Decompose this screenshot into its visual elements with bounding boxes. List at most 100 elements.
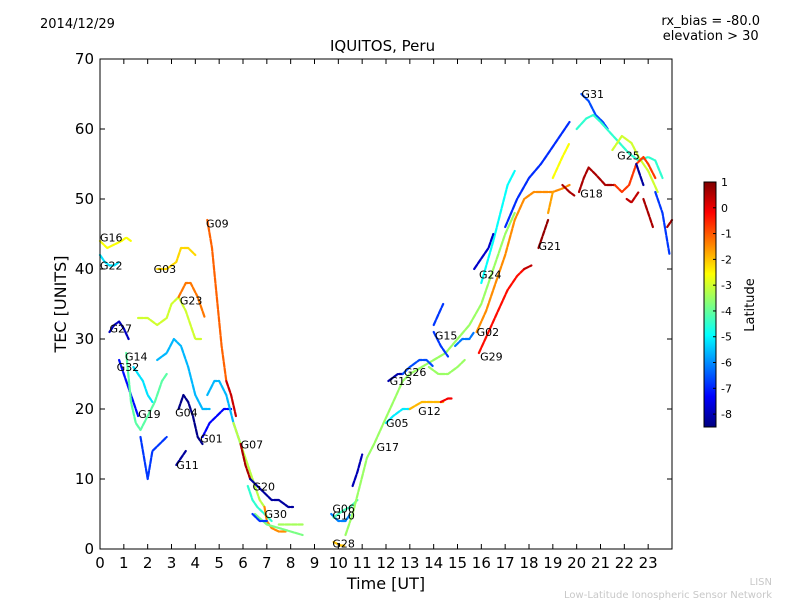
satellite-label-G14: G14 xyxy=(125,351,148,364)
satellite-label-G07: G07 xyxy=(241,439,264,452)
series-G09 xyxy=(206,218,228,383)
series-G18d xyxy=(625,190,640,204)
satellite-label-G24: G24 xyxy=(479,269,502,282)
satellite-label-G32: G32 xyxy=(117,361,140,374)
series-G15c xyxy=(454,330,476,348)
colorbar-tick-label: -3 xyxy=(721,279,732,292)
x-tick-label: 6 xyxy=(238,554,248,572)
colorbar-tick-label: -5 xyxy=(721,331,732,344)
chart-title: IQUITOS, Peru xyxy=(330,37,436,55)
series-G25 xyxy=(611,134,659,194)
satellite-label-G06: G06 xyxy=(332,502,355,515)
x-tick-label: 14 xyxy=(424,554,443,572)
satellite-label-G15: G15 xyxy=(435,330,458,343)
series-G18f xyxy=(666,218,674,229)
y-tick-label: 0 xyxy=(84,540,94,558)
series-G21 xyxy=(537,218,550,250)
y-tick-label: 70 xyxy=(75,50,94,68)
y-tick-label: 60 xyxy=(75,120,94,138)
satellite-label-G31: G31 xyxy=(581,88,604,101)
colorbar-tick-label: 0 xyxy=(721,202,728,215)
x-tick-label: 16 xyxy=(472,554,491,572)
x-tick-label: 11 xyxy=(353,554,372,572)
series-G12 xyxy=(408,400,445,411)
satellite-label-G30: G30 xyxy=(264,508,287,521)
series-G21b xyxy=(547,190,554,215)
x-tick-label: 10 xyxy=(329,554,348,572)
satellite-label-G02: G02 xyxy=(477,326,500,339)
x-tick-label: 13 xyxy=(400,554,419,572)
y-tick-label: 30 xyxy=(75,330,94,348)
satellite-label-G27: G27 xyxy=(110,323,133,336)
x-tick-label: 15 xyxy=(448,554,467,572)
colorbar-tick-label: -4 xyxy=(721,305,732,318)
series-G22 xyxy=(98,253,121,267)
series-G04 xyxy=(177,393,204,446)
satellite-label-G22: G22 xyxy=(100,260,123,273)
plot-marks xyxy=(98,92,674,547)
satellite-label-G16: G16 xyxy=(100,232,123,245)
x-axis-label: Time [UT] xyxy=(346,574,425,593)
satellite-label-G23: G23 xyxy=(180,295,203,308)
colorbar-ticks: 1 0 -1 -2 -3 -4 -5 -6 -7 -8 xyxy=(713,176,732,421)
series-G18b xyxy=(561,183,576,197)
series-G28b xyxy=(351,453,364,488)
series-G19 xyxy=(125,351,168,432)
rx-bias-label: rx_bias = -80.0 xyxy=(661,14,760,29)
y-tick-label: 10 xyxy=(75,470,94,488)
x-tick-label: 21 xyxy=(591,554,610,572)
series-G17b xyxy=(480,169,516,285)
x-tick-label: 17 xyxy=(496,554,515,572)
satellite-label-G04: G04 xyxy=(175,407,198,420)
satellite-label-G28: G28 xyxy=(332,537,355,550)
bias-info: rx_bias = -80.0 elevation > 30 xyxy=(661,14,760,44)
series-G13 xyxy=(387,372,404,383)
series-G10 xyxy=(332,498,359,519)
series-G23 xyxy=(177,281,206,320)
x-tick-label: 18 xyxy=(519,554,538,572)
colorbar: 1 0 -1 -2 -3 -4 -5 -6 -7 -8 Latitude xyxy=(703,176,758,428)
elevation-label: elevation > 30 xyxy=(662,29,759,44)
series-G31b xyxy=(575,113,664,180)
y-tick-label: 50 xyxy=(75,190,94,208)
series-G25c xyxy=(635,162,645,187)
series-G07 xyxy=(232,421,266,509)
series-G18e xyxy=(642,197,654,229)
series-G03 xyxy=(137,295,204,341)
y-axis-label: TEC [UNITS] xyxy=(51,256,70,354)
series-G16 xyxy=(98,236,133,250)
x-tick-label: 23 xyxy=(639,554,658,572)
satellite-label-G05: G05 xyxy=(386,417,409,430)
satellite-label-G18: G18 xyxy=(580,187,603,200)
series-G09b xyxy=(225,379,237,418)
colorbar-tick-label: -1 xyxy=(721,228,732,241)
colorbar-tick-label: 1 xyxy=(721,176,728,189)
satellite-label-G09: G09 xyxy=(206,218,229,231)
satellite-label-G03: G03 xyxy=(154,263,177,276)
x-tick-label: 3 xyxy=(167,554,177,572)
series-G14 xyxy=(132,365,154,404)
series-G26b xyxy=(427,358,466,376)
x-tick-label: 4 xyxy=(191,554,201,572)
series-G08b xyxy=(504,120,571,229)
series-G30c xyxy=(251,512,268,523)
series-G02 xyxy=(475,183,571,334)
series-G03b xyxy=(156,246,197,271)
series-G30 xyxy=(263,505,287,533)
x-tick-label: 1 xyxy=(119,554,129,572)
x-tick-label: 12 xyxy=(376,554,395,572)
series-G11 xyxy=(175,449,187,467)
satellite-label-G10: G10 xyxy=(332,509,355,522)
x-tick-label: 20 xyxy=(567,554,586,572)
colorbar-gradient xyxy=(703,181,717,428)
x-tick-label: 5 xyxy=(214,554,224,572)
satellite-label-G01: G01 xyxy=(200,432,223,445)
credit-lisn: LISN xyxy=(749,577,772,588)
credit-network: Low-Latitude Ionospheric Sensor Network xyxy=(564,590,772,601)
credit: LISN Low-Latitude Ionospheric Sensor Net… xyxy=(564,576,772,602)
series-G12b xyxy=(439,397,454,404)
series-G21c xyxy=(551,141,571,180)
satellite-label-G20: G20 xyxy=(253,481,276,494)
colorbar-tick-label: -2 xyxy=(721,253,732,266)
y-tick-label: 20 xyxy=(75,400,94,418)
